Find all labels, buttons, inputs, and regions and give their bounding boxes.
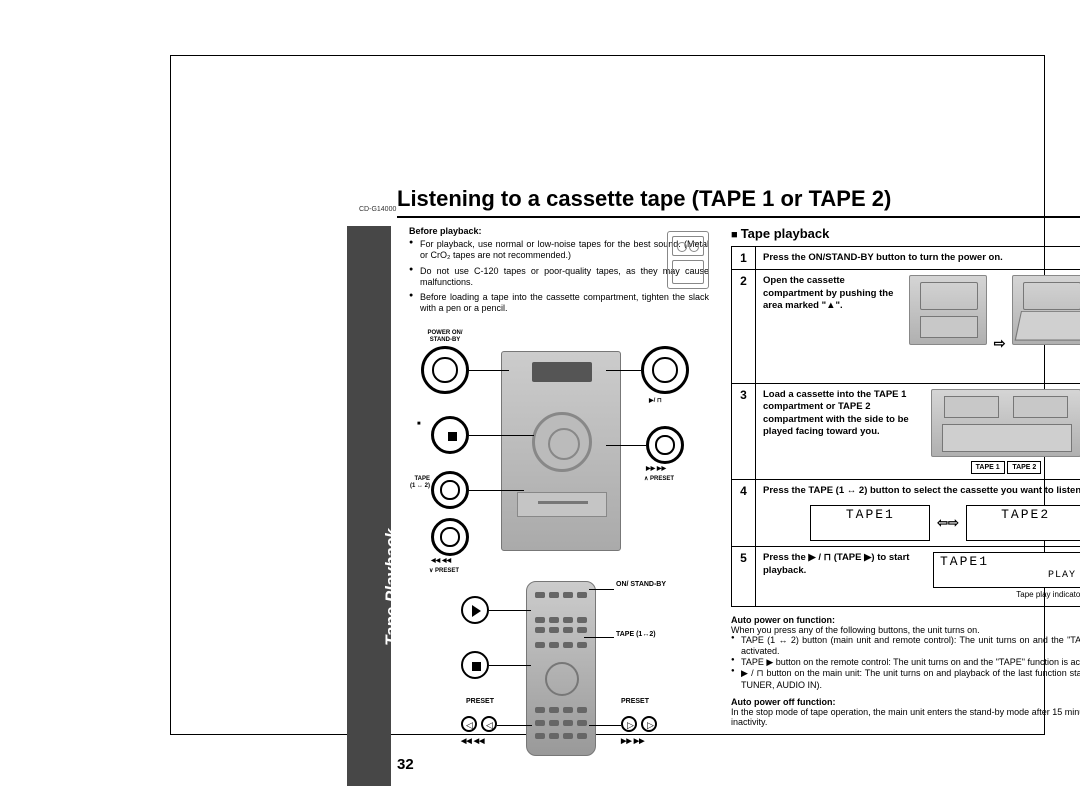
auto-off-heading: Auto power off function: — [731, 697, 1080, 707]
before-item: Do not use C-120 tapes or poor-quality t… — [409, 266, 709, 289]
remote-play-button — [461, 596, 489, 624]
step-number: 1 — [732, 247, 756, 269]
lcd-display: TAPE1 — [810, 505, 930, 541]
remote-preset-l-label: PRESET — [466, 698, 494, 706]
step-number: 4 — [732, 480, 756, 546]
step-number: 3 — [732, 384, 756, 479]
remote-illustration — [526, 581, 596, 756]
step3-illustration: TAPE 1 TAPE 2 — [931, 389, 1080, 474]
power-knob — [421, 346, 469, 394]
rew-knob — [431, 518, 469, 556]
remote-preset-r-label: PRESET — [621, 698, 649, 706]
lcd-line1: TAPE1 — [940, 554, 989, 569]
remote-rew-buttons: ◁◁ — [461, 716, 497, 734]
right-column: Tape playback 1 Press the ON/STAND-BY bu… — [731, 226, 1080, 727]
ff-label: ▶▶ ▶▶ — [646, 466, 666, 473]
page-number: 32 — [397, 756, 414, 773]
auto-on-item: TAPE ▶ button on the remote control: The… — [731, 657, 1080, 668]
auto-power-section: Auto power on function: When you press a… — [731, 615, 1080, 727]
before-playback-heading: Before playback: — [409, 226, 709, 236]
before-playback-box: Before playback: For playback, use norma… — [409, 226, 709, 319]
step-text: Press the TAPE (1 ↔ 2) button to select … — [763, 485, 1080, 497]
play-knob — [641, 346, 689, 394]
rew-label: ◀◀ ◀◀ — [431, 558, 451, 565]
auto-on-intro: When you press any of the following butt… — [731, 625, 1080, 635]
step-row: 1 Press the ON/STAND-BY button to turn t… — [732, 247, 1080, 270]
step-row: 3 Load a cassette into the TAPE 1 compar… — [732, 384, 1080, 480]
tape12-label: TAPE (1 ↔ 2) — [408, 476, 430, 489]
main-unit-diagram: POWER ON/ STAND-BY ■ TAPE (1 ↔ 2) ◀◀ ◀◀ … — [411, 336, 711, 566]
power-label: POWER ON/ STAND-BY — [419, 330, 471, 343]
remote-stop-button — [461, 651, 489, 679]
before-item: Before loading a tape into the cassette … — [409, 292, 709, 315]
step-text: Press the ON/STAND-BY button to turn the… — [756, 247, 1080, 269]
step-row: 4 Press the TAPE (1 ↔ 2) button to selec… — [732, 480, 1080, 547]
title-rule — [397, 216, 1080, 218]
auto-on-item: ▶ / ⊓ button on the main unit: The unit … — [731, 668, 1080, 691]
lcd-display: TAPE2 — [966, 505, 1080, 541]
step5-lcd: TAPE1 PLAY Tape play indicator — [933, 552, 1080, 600]
auto-on-item: TAPE (1 ↔ 2) button (main unit and remot… — [731, 635, 1080, 658]
lcd-line2: PLAY — [940, 570, 1076, 581]
auto-off-text: In the stop mode of tape operation, the … — [731, 707, 1080, 727]
step-text: Open the cassette compartment by pushing… — [763, 275, 903, 312]
section-tab-label: Tape Playback — [382, 529, 402, 647]
preset-up-label: ∧ PRESET — [644, 476, 674, 483]
step-row: 2 Open the cassette compartment by pushi… — [732, 270, 1080, 383]
auto-on-heading: Auto power on function: — [731, 615, 1080, 625]
remote-standby-label: ON/ STAND-BY — [616, 581, 666, 589]
preset-down-label: ∨ PRESET — [429, 568, 459, 575]
remote-tape12-label: TAPE (1↔2) — [616, 631, 656, 639]
tape2-label: TAPE 2 — [1007, 461, 1041, 474]
remote-ff-buttons: ▷▷ — [621, 716, 657, 734]
steps-table: 1 Press the ON/STAND-BY button to turn t… — [731, 246, 1080, 607]
section-tab: Tape Playback — [347, 226, 391, 786]
lcd-caption: Tape play indicator — [933, 590, 1080, 600]
model-number: CD-G14000 — [359, 206, 396, 213]
step4-lcd-row: TAPE1 ⇦⇨ TAPE2 — [763, 505, 1080, 541]
step-row: 5 Press the ▶ / ⊓ (TAPE ▶) to start play… — [732, 547, 1080, 605]
stop-label: ■ — [417, 421, 421, 428]
cassette-icon — [667, 231, 709, 289]
step2-illustration: ⇨ — [909, 275, 1080, 377]
remote-ff-label: ▶▶ ▶▶ — [621, 738, 644, 746]
page-title: Listening to a cassette tape (TAPE 1 or … — [397, 186, 891, 212]
step-text: Press the ▶ / ⊓ (TAPE ▶) to start playba… — [763, 552, 923, 577]
play-label: ▶/ ⊓ — [649, 398, 662, 405]
step-text: Load a cassette into the TAPE 1 compartm… — [763, 389, 923, 438]
ff-knob — [646, 426, 684, 464]
step-number: 5 — [732, 547, 756, 605]
manual-page: CD-G14000 Listening to a cassette tape (… — [170, 55, 1045, 735]
step-number: 2 — [732, 270, 756, 382]
tape1-label: TAPE 1 — [971, 461, 1005, 474]
stereo-unit-illustration — [501, 351, 621, 551]
tape-playback-heading: Tape playback — [731, 226, 1080, 241]
tape-knob — [431, 471, 469, 509]
stop-knob — [431, 416, 469, 454]
before-item: For playback, use normal or low-noise ta… — [409, 239, 709, 262]
remote-diagram: ON/ STAND-BY TAPE (1↔2) PRESET PRESET ◁◁… — [421, 576, 711, 776]
remote-rew-label: ◀◀ ◀◀ — [461, 738, 484, 746]
